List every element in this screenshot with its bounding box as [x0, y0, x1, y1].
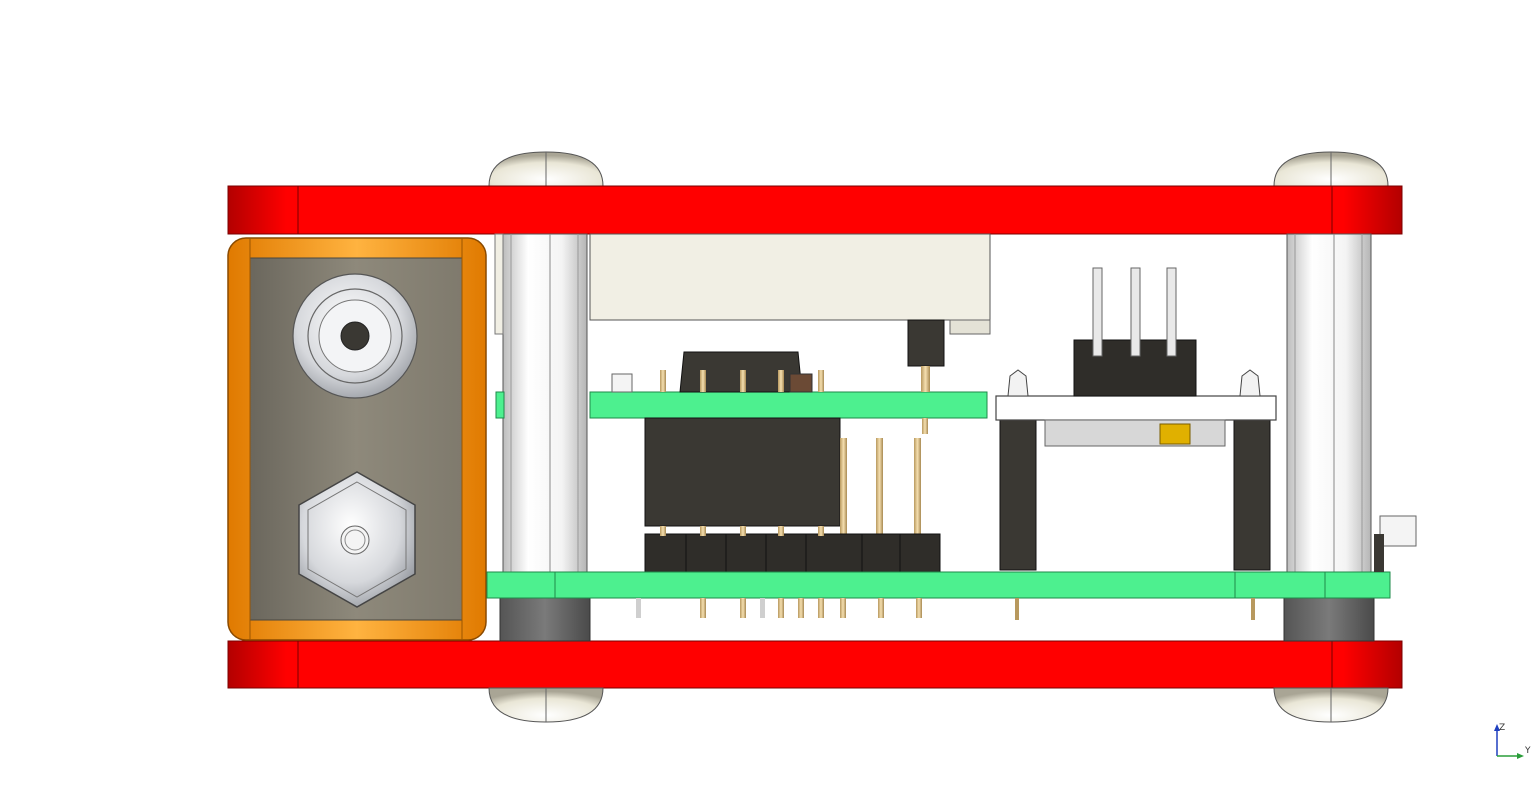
pin-header-block	[644, 526, 941, 573]
main-pcb	[486, 571, 1391, 599]
screw-bottom-left	[488, 687, 604, 723]
bottom-plate	[227, 640, 1403, 689]
screw-top-right	[1273, 151, 1389, 187]
standoff-right	[1283, 233, 1375, 642]
z-axis-label: Z	[1499, 723, 1505, 733]
y-axis-label: Y	[1524, 746, 1531, 756]
header-pins	[840, 438, 921, 536]
top-plate	[227, 185, 1403, 235]
solder-pins	[636, 598, 1255, 620]
screw-top-left	[488, 151, 604, 187]
orientation-triad: Z Y	[1494, 723, 1531, 759]
hex-nut	[298, 471, 416, 608]
audio-jack-nut	[292, 273, 418, 399]
sensor-board	[995, 267, 1277, 571]
standoff-left	[499, 233, 591, 642]
screw-bottom-right	[1273, 687, 1389, 723]
relay-module	[494, 233, 991, 335]
daughter-pcb	[495, 319, 988, 527]
side-switch	[1374, 515, 1417, 572]
